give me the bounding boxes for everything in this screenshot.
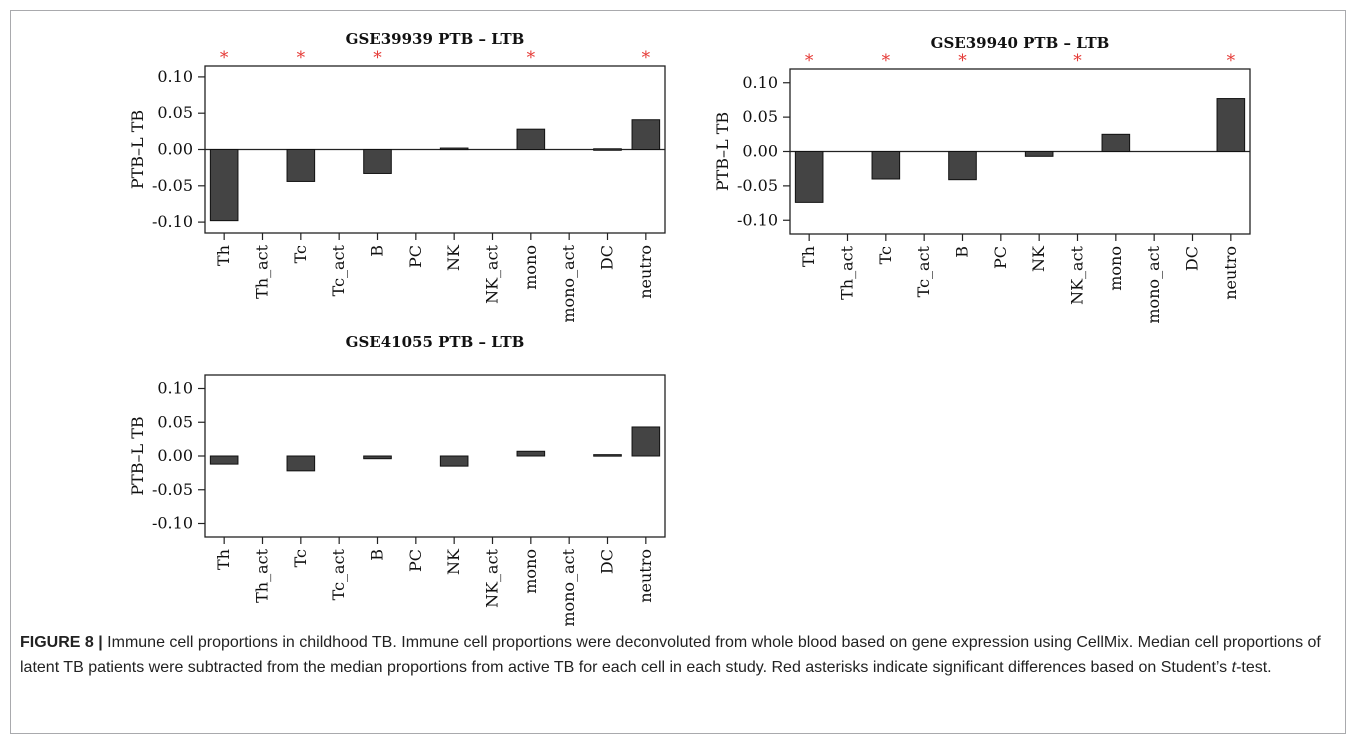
- x-tick-label: Th: [799, 246, 818, 267]
- x-tick-label: DC: [598, 245, 617, 270]
- x-tick-label: Tc_act: [329, 548, 348, 600]
- x-tick-label: Tc: [876, 246, 895, 264]
- caption-italic: t: [1231, 659, 1237, 676]
- bar-mono: [516, 128, 546, 151]
- x-tick-label: B: [368, 245, 387, 257]
- bar-DC: [593, 148, 622, 151]
- y-tick-label: 0.00: [157, 140, 193, 159]
- y-tick-label: 0.10: [157, 67, 193, 86]
- chart-panel-2: GSE41055 PTB – LTB 0.10 0.05 0.00 -0.05 -0.10…: [128, 333, 666, 627]
- y-tick-label: -0.10: [152, 514, 193, 533]
- bar-NK: [1024, 151, 1054, 157]
- significance-asterisk: *: [882, 51, 891, 71]
- x-tick-label: NK_act: [483, 548, 502, 607]
- x-tick-label: Th: [214, 549, 233, 570]
- bar-neutro: [1216, 98, 1246, 152]
- x-tick-label: NK_act: [483, 244, 502, 303]
- y-axis-label: PTB–L TB: [128, 110, 147, 189]
- bar-Th: [794, 151, 824, 203]
- y-tick-label: 0.05: [157, 103, 193, 122]
- bar-NK: [439, 455, 469, 467]
- y-tick-label: -0.10: [152, 212, 193, 231]
- y-tick-label: -0.05: [152, 480, 193, 499]
- x-tick-label: NK_act: [1068, 245, 1087, 304]
- x-tick-label: mono_act: [1144, 245, 1163, 323]
- caption-text-end: -test.: [1236, 659, 1272, 676]
- bar-B: [948, 151, 977, 181]
- bar-Tc: [286, 455, 316, 472]
- bar-mono: [1101, 133, 1131, 152]
- x-tick-label: Tc_act: [329, 244, 348, 296]
- x-tick-label: DC: [1183, 246, 1202, 271]
- significance-asterisk: *: [373, 48, 382, 68]
- bar-Th: [209, 149, 239, 222]
- bar-Th: [209, 455, 239, 465]
- bar-B: [363, 455, 392, 460]
- chart-title: GSE41055 PTB – LTB: [346, 333, 525, 351]
- x-tick-label: Tc: [291, 245, 310, 263]
- x-tick-label: DC: [598, 549, 617, 574]
- y-axis-label: PTB–L TB: [128, 416, 147, 495]
- x-tick-label: mono_act: [559, 244, 578, 322]
- x-tick-label: neutro: [636, 549, 655, 603]
- bar-NK: [439, 147, 469, 151]
- y-axis-label: PTB–L TB: [713, 112, 732, 191]
- significance-asterisk: *: [220, 48, 229, 68]
- x-tick-label: PC: [991, 246, 1010, 269]
- y-tick-label: 0.10: [157, 379, 193, 398]
- bar-DC: [593, 454, 622, 457]
- x-tick-label: B: [368, 549, 387, 561]
- x-tick-label: Th_act: [253, 244, 272, 298]
- x-tick-label: Th_act: [253, 548, 272, 602]
- x-tick-label: mono_act: [559, 548, 578, 626]
- bar-neutro: [631, 119, 661, 151]
- significance-asterisk: *: [1073, 51, 1082, 71]
- x-tick-label: mono: [521, 549, 540, 594]
- significance-asterisk: *: [527, 48, 536, 68]
- significance-asterisk: *: [297, 48, 306, 68]
- x-tick-label: Th_act: [838, 245, 857, 299]
- significance-asterisk: *: [958, 51, 967, 71]
- chart-title: GSE39939 PTB – LTB: [346, 30, 525, 48]
- significance-asterisk: *: [642, 48, 651, 68]
- chart-panel-0: GSE39939 PTB – LTB 0.10 0.05 0.00 -0.05 -0.10…: [128, 30, 666, 323]
- y-tick-label: -0.10: [737, 210, 778, 229]
- bar-neutro: [631, 426, 661, 457]
- y-tick-label: 0.10: [742, 73, 778, 92]
- x-tick-label: NK: [444, 244, 463, 271]
- bar-mono: [516, 450, 546, 457]
- x-tick-label: PC: [406, 549, 425, 572]
- x-tick-label: PC: [406, 245, 425, 268]
- x-tick-label: mono: [521, 245, 540, 290]
- chart-panel-1: GSE39940 PTB – LTB 0.10 0.05 0.00 -0.05 -0.10…: [713, 34, 1251, 324]
- x-tick-label: NK: [444, 548, 463, 575]
- caption-text: Immune cell proportions in childhood TB.…: [20, 634, 1321, 676]
- bar-B: [363, 149, 392, 174]
- significance-asterisk: *: [1227, 51, 1236, 71]
- x-tick-label: NK: [1029, 245, 1048, 272]
- bar-Tc: [286, 149, 316, 182]
- figure-frame: [10, 10, 1346, 734]
- significance-asterisk: *: [805, 51, 814, 71]
- y-tick-label: 0.00: [742, 142, 778, 161]
- x-tick-label: B: [953, 246, 972, 258]
- x-tick-label: mono: [1106, 246, 1125, 291]
- x-tick-label: neutro: [1221, 246, 1240, 300]
- figure-caption: FIGURE 8 | Immune cell proportions in ch…: [20, 630, 1330, 680]
- bar-Tc: [871, 151, 901, 180]
- y-tick-label: 0.00: [157, 446, 193, 465]
- figure-label: FIGURE 8 |: [20, 634, 103, 651]
- x-tick-label: Tc_act: [914, 245, 933, 297]
- y-tick-label: 0.05: [742, 107, 778, 126]
- x-tick-label: Th: [214, 245, 233, 266]
- chart-title: GSE39940 PTB – LTB: [931, 34, 1110, 52]
- y-tick-label: -0.05: [152, 176, 193, 195]
- y-tick-label: -0.05: [737, 176, 778, 195]
- y-tick-label: 0.05: [157, 412, 193, 431]
- x-tick-label: neutro: [636, 245, 655, 299]
- x-tick-label: Tc: [291, 549, 310, 567]
